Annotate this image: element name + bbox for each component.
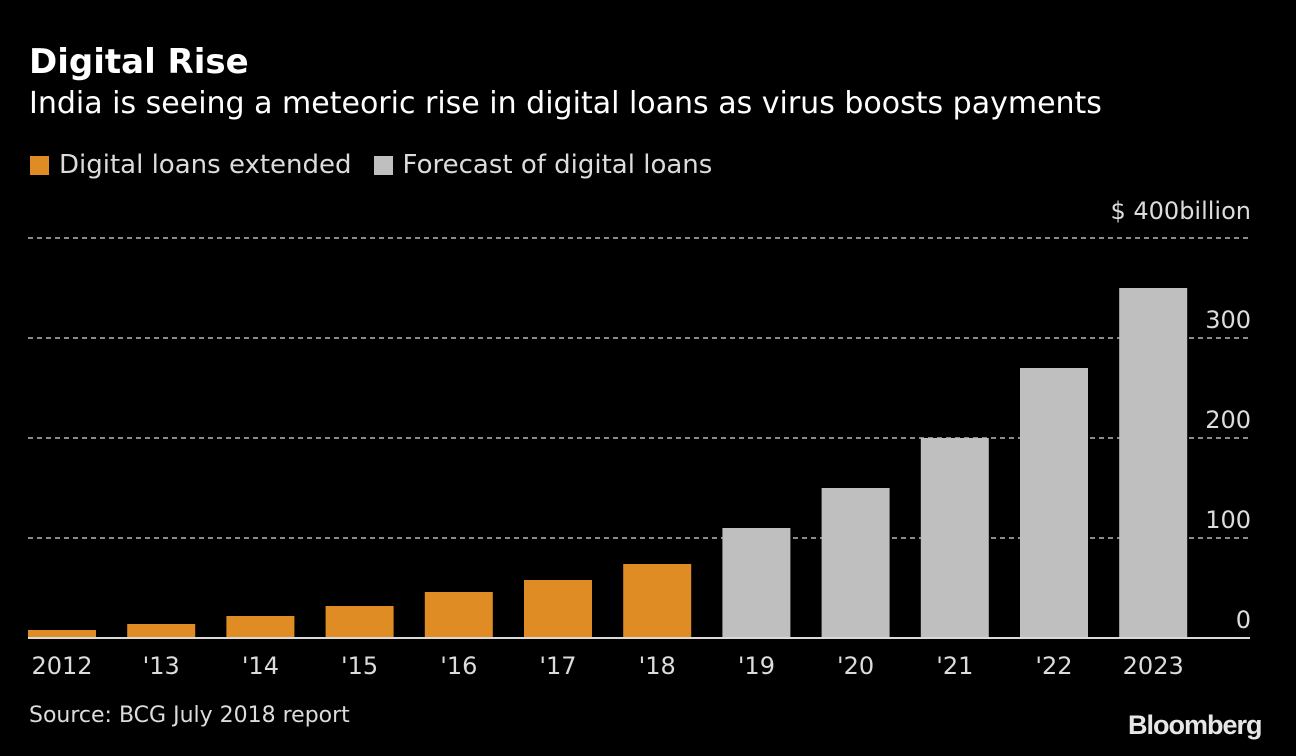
chart-title: Digital Rise: [29, 42, 249, 82]
bar-actual-4: [424, 592, 493, 638]
y-tick-label: 300: [1205, 306, 1251, 334]
y-tick-label: 0: [1236, 606, 1251, 634]
bar-forecast-11: [1119, 288, 1188, 638]
chart-subtitle: India is seeing a meteoric rise in digit…: [29, 86, 1102, 121]
legend-item-actual: Digital loans extended: [30, 150, 352, 180]
x-tick-label: '17: [539, 652, 576, 680]
x-tick-label: '16: [440, 652, 477, 680]
bar-actual-5: [524, 580, 592, 638]
legend: Digital loans extended Forecast of digit…: [30, 150, 734, 180]
x-tick-label: '14: [242, 652, 279, 680]
x-tick-label: 2023: [1123, 652, 1184, 680]
bar-actual-1: [127, 624, 196, 638]
bar-forecast-7: [722, 528, 791, 638]
x-tick-label: '19: [738, 652, 775, 680]
legend-swatch-actual: [30, 155, 49, 175]
bar-actual-0: [28, 630, 96, 638]
x-tick-label: '22: [1035, 652, 1072, 680]
y-tick-label: 100: [1205, 506, 1251, 534]
bar-actual-3: [325, 606, 394, 638]
bar-actual-2: [226, 616, 295, 638]
legend-label-forecast: Forecast of digital loans: [402, 150, 713, 180]
bar-actual-6: [623, 564, 692, 638]
legend-item-forecast: Forecast of digital loans: [373, 150, 713, 180]
x-tick-label: '20: [837, 652, 874, 680]
bar-forecast-8: [821, 488, 890, 638]
x-tick-label: '15: [341, 652, 378, 680]
y-tick-label: $ 400billion: [1110, 197, 1251, 225]
x-tick-label: '21: [936, 652, 973, 680]
bloomberg-logo: Bloomberg: [1128, 710, 1263, 740]
x-tick-label: '13: [143, 652, 180, 680]
x-tick-label: '18: [639, 652, 676, 680]
y-tick-label: 200: [1205, 406, 1251, 434]
legend-label-actual: Digital loans extended: [59, 150, 352, 180]
bar-forecast-10: [1020, 368, 1088, 638]
legend-swatch-forecast: [373, 155, 393, 175]
bar-forecast-9: [920, 438, 989, 638]
source-note: Source: BCG July 2018 report: [29, 703, 350, 728]
x-tick-label: 2012: [31, 652, 92, 680]
